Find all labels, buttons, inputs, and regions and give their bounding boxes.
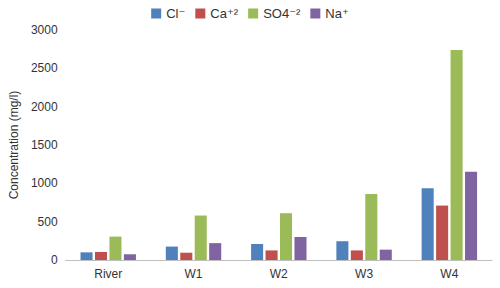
svg-text:W2: W2 xyxy=(270,267,288,281)
svg-text:3000: 3000 xyxy=(31,23,58,37)
svg-text:Ca⁺²: Ca⁺² xyxy=(210,6,238,21)
svg-text:SO4⁻²: SO4⁻² xyxy=(263,6,301,21)
svg-text:2500: 2500 xyxy=(31,61,58,75)
svg-text:Na⁺: Na⁺ xyxy=(325,6,348,21)
svg-text:1500: 1500 xyxy=(31,138,58,152)
svg-text:500: 500 xyxy=(38,215,58,229)
svg-text:2000: 2000 xyxy=(31,100,58,114)
svg-text:W4: W4 xyxy=(440,267,458,281)
svg-text:0: 0 xyxy=(51,253,58,267)
svg-text:Cl⁻: Cl⁻ xyxy=(166,6,185,21)
svg-text:Concentration (mg/l): Concentration (mg/l) xyxy=(7,91,21,200)
svg-text:W3: W3 xyxy=(355,267,373,281)
svg-text:W1: W1 xyxy=(185,267,203,281)
svg-text:1000: 1000 xyxy=(31,176,58,190)
svg-text:River: River xyxy=(94,267,122,281)
